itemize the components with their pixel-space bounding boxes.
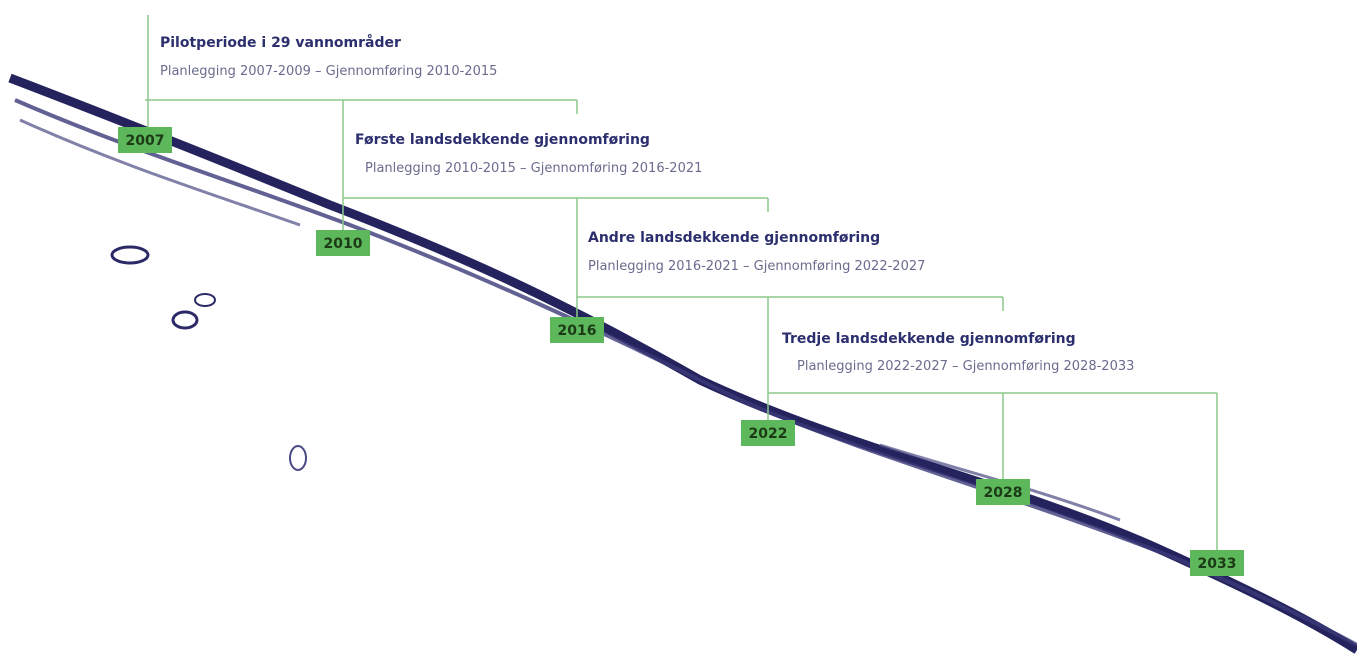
phase-title: Første landsdekkende gjennomføring [355,132,650,148]
phase-subtitle: Planlegging 2010-2015 – Gjennomføring 20… [365,161,702,176]
stream [15,100,1357,645]
phase-subtitle: Planlegging 2016-2021 – Gjennomføring 20… [588,259,925,274]
splash [290,446,306,470]
phase-title: Andre landsdekkende gjennomføring [588,230,880,246]
diagram: Pilotperiode i 29 vannområder Planlegging… [0,0,1357,656]
year-label: 2016 [558,323,597,339]
year-label: 2028 [984,485,1023,501]
year-label: 2033 [1198,556,1237,572]
phase-title: Tredje landsdekkende gjennomføring [782,331,1076,347]
year-label: 2022 [749,426,788,442]
year-label: 2010 [324,236,363,252]
splash [112,247,148,263]
timeline-diagram: Pilotperiode i 29 vannområder Planlegging… [0,0,1357,656]
phase-subtitle: Planlegging 2007-2009 – Gjennomføring 20… [160,64,497,79]
splash [173,312,197,328]
year-label: 2007 [126,133,165,149]
splash [195,294,215,306]
phase-subtitle: Planlegging 2022-2027 – Gjennomføring 20… [797,359,1134,374]
phase-title: Pilotperiode i 29 vannområder [160,34,401,51]
